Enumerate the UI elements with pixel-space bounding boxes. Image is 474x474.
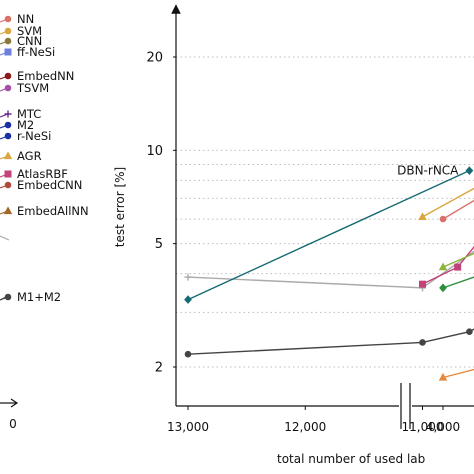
series-agr: AGR bbox=[418, 187, 474, 220]
series-m2: M2 bbox=[184, 250, 474, 292]
x-tick-label: 4,000 bbox=[426, 420, 460, 434]
data-point bbox=[184, 273, 192, 281]
legend-label: EmbedAllNN bbox=[17, 204, 89, 218]
legend-item-embedallnn: EmbedAllNN bbox=[0, 204, 89, 218]
data-point bbox=[438, 262, 448, 271]
legend-connector bbox=[0, 235, 10, 241]
x-tick-label: 12,000 bbox=[284, 420, 326, 434]
series-label: DBN-rNCA bbox=[397, 164, 459, 178]
legend-label: M1+M2 bbox=[17, 290, 61, 304]
x-tick-label: 11,000 bbox=[402, 420, 444, 434]
gridlines bbox=[176, 56, 474, 368]
data-point bbox=[439, 215, 447, 223]
series-line bbox=[442, 199, 474, 220]
legend-marker bbox=[4, 181, 12, 189]
data-point bbox=[454, 263, 462, 271]
legend-label: AtlasRBF bbox=[17, 167, 68, 181]
legend-label: AGR bbox=[17, 149, 42, 163]
legend-marker bbox=[4, 293, 12, 301]
legend-item-nn: NN bbox=[0, 12, 34, 26]
series-atlasrbf: AtlasRBF bbox=[419, 245, 474, 288]
data-point bbox=[418, 212, 427, 220]
legend-item-embedcnn: EmbedCNN bbox=[0, 178, 82, 192]
legend-marker bbox=[4, 48, 12, 56]
legend-label: EmbedNN bbox=[17, 69, 74, 83]
data-point bbox=[419, 339, 426, 346]
series-line bbox=[442, 252, 474, 268]
legend-item-r-nesi: r-NeSi bbox=[0, 129, 51, 143]
series-unlabeled-6 bbox=[438, 252, 474, 271]
legend-label: MTC bbox=[17, 107, 41, 121]
left-panel-arrow-icon bbox=[10, 398, 19, 408]
legend-label: EmbedCNN bbox=[17, 178, 82, 192]
data-point bbox=[438, 372, 448, 381]
legend-item-m2: M2 bbox=[0, 118, 34, 132]
data-point bbox=[465, 166, 474, 175]
legend-label: TSVM bbox=[16, 81, 49, 95]
legend-item-svm: SVM bbox=[0, 24, 42, 38]
legend-label: SVM bbox=[17, 24, 42, 38]
legend-marker bbox=[4, 72, 12, 80]
legend-connector bbox=[0, 296, 7, 301]
series-line bbox=[187, 250, 474, 289]
series-line bbox=[422, 245, 474, 285]
data-point bbox=[184, 295, 192, 304]
y-ticks: 2 5 10 20 bbox=[146, 51, 176, 376]
series-line bbox=[442, 276, 474, 289]
data-point bbox=[419, 280, 426, 288]
x-axis-label: total number of used lab bbox=[277, 452, 425, 466]
y-tick-label: 5 bbox=[155, 237, 163, 252]
legend-marker bbox=[4, 37, 12, 45]
series-dbn-rnca: DBN-rNCA bbox=[184, 164, 474, 304]
legend-label: r-NeSi bbox=[17, 129, 51, 143]
legend-item-tsvm: TSVM bbox=[0, 81, 49, 95]
legend-marker bbox=[4, 121, 12, 129]
legend-item-embednn: EmbedNN bbox=[0, 69, 74, 83]
series-m1-m2: M1+M2 bbox=[184, 328, 474, 358]
series-line bbox=[187, 328, 474, 355]
legend-marker bbox=[4, 27, 12, 35]
y-tick-label: 10 bbox=[146, 144, 163, 159]
series-unlabeled-7 bbox=[439, 276, 474, 293]
legend-marker bbox=[4, 15, 12, 23]
legend-marker bbox=[4, 110, 12, 118]
legend-item-ff-nesi: ff-NeSi bbox=[0, 45, 55, 59]
series-unlabeled-8 bbox=[438, 368, 474, 381]
legend-label: M2 bbox=[17, 118, 34, 132]
legend-marker bbox=[4, 132, 12, 140]
data-point bbox=[466, 328, 473, 335]
data-point bbox=[439, 283, 447, 293]
data-point bbox=[184, 350, 192, 358]
left-panel-x-tick-label: 0 bbox=[9, 417, 17, 431]
y-tick-label: 2 bbox=[155, 361, 163, 376]
y-tick-label: 20 bbox=[146, 51, 163, 66]
legend-item-mtc: MTC bbox=[0, 107, 41, 121]
legend-label: ff-NeSi bbox=[17, 45, 55, 59]
legend-marker bbox=[4, 170, 12, 178]
series-group: M2 AGR AtlasRBF DBN-rNCA M1+M2 bbox=[184, 164, 474, 381]
legend-item-m1-m2: M1+M2 bbox=[0, 290, 61, 304]
x-tick-label: 13,000 bbox=[167, 420, 209, 434]
legend-item-atlasrbf: AtlasRBF bbox=[0, 167, 68, 181]
legend-item-cnn: CNN bbox=[0, 34, 42, 48]
series-line bbox=[187, 169, 470, 301]
y-axis-label: test error [%] bbox=[113, 167, 127, 248]
series-line bbox=[442, 368, 474, 379]
legend-marker bbox=[4, 84, 12, 92]
legend-marker bbox=[3, 206, 13, 215]
legend-marker bbox=[3, 151, 13, 160]
legend-label: CNN bbox=[17, 34, 42, 48]
series-line bbox=[422, 187, 474, 218]
series-unlabeled-5 bbox=[439, 199, 474, 223]
legend-label: NN bbox=[17, 12, 34, 26]
legend-item-agr: AGR bbox=[0, 149, 42, 163]
